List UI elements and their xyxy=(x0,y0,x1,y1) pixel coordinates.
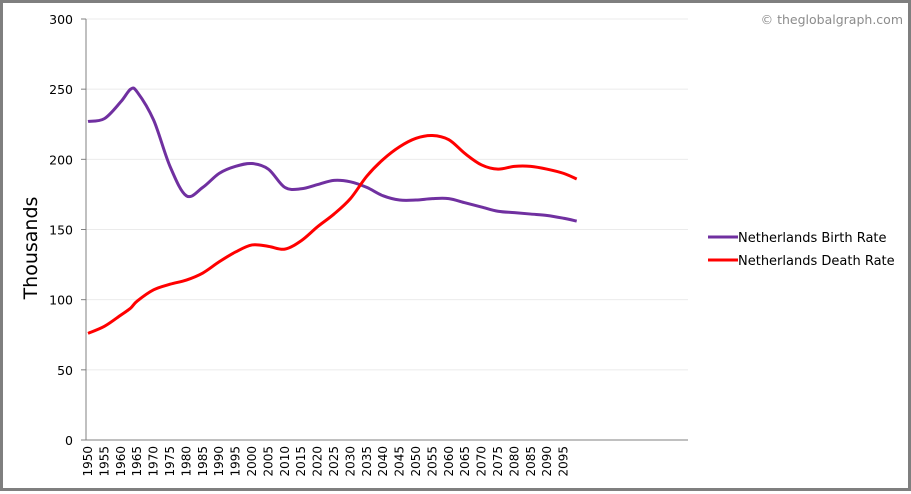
y-axis-label: Thousands xyxy=(20,197,42,301)
x-tick-label: 2045 xyxy=(393,446,407,477)
x-tick-label: 2055 xyxy=(425,446,439,477)
x-tick-label: 2095 xyxy=(557,446,571,477)
y-tick-label: 0 xyxy=(65,433,73,448)
x-tick-label: 1975 xyxy=(163,446,177,477)
x-axis-ticks: 1950 1955 1960 1965 1970 1975 1980 1985 1990 1995… xyxy=(81,446,571,477)
x-tick-label: 2040 xyxy=(376,446,390,477)
y-tick-label: 300 xyxy=(49,12,73,27)
x-tick-label: 1980 xyxy=(179,446,193,477)
series-line-0 xyxy=(87,86,578,223)
legend-label: Netherlands Death Rate xyxy=(738,254,895,269)
x-tick-label: 1985 xyxy=(196,446,210,477)
y-tick-label: 50 xyxy=(57,363,73,378)
y-tick-label: 150 xyxy=(49,223,73,238)
y-axis-ticks: 0 50 100 150 200 250 300 xyxy=(49,12,86,448)
legend: Netherlands Birth Rate Netherlands Death … xyxy=(708,231,895,269)
x-tick-label: 1990 xyxy=(212,446,226,477)
x-tick-label: 1995 xyxy=(229,446,243,477)
series-line-1 xyxy=(87,133,578,335)
x-tick-label: 2005 xyxy=(261,446,275,477)
x-tick-label: 2015 xyxy=(294,446,308,477)
x-tick-label: 2080 xyxy=(507,446,521,477)
y-tick-label: 100 xyxy=(49,293,73,308)
x-tick-label: 2020 xyxy=(311,446,325,477)
x-tick-label: 2090 xyxy=(540,446,554,477)
x-tick-label: 2010 xyxy=(278,446,292,477)
y-tick-label: 200 xyxy=(49,152,73,167)
y-tick-label: 250 xyxy=(49,82,73,97)
x-tick-label: 1960 xyxy=(114,446,128,477)
gridlines xyxy=(86,18,688,371)
watermark: © theglobalgraph.com xyxy=(761,12,903,27)
x-tick-label: 2060 xyxy=(442,446,456,477)
x-tick-label: 1965 xyxy=(130,446,144,477)
x-tick-label: 2070 xyxy=(475,446,489,477)
x-tick-label: 2030 xyxy=(343,446,357,477)
x-tick-label: 1970 xyxy=(147,446,161,477)
x-tick-label: 1955 xyxy=(97,446,111,477)
x-tick-label: 1950 xyxy=(81,446,95,477)
x-tick-label: 2075 xyxy=(491,446,505,477)
x-tick-label: 2085 xyxy=(524,446,538,477)
legend-label: Netherlands Birth Rate xyxy=(738,231,887,246)
x-tick-label: 2050 xyxy=(409,446,423,477)
series-lines xyxy=(87,86,578,335)
x-tick-label: 2065 xyxy=(458,446,472,477)
x-tick-label: 2000 xyxy=(245,446,259,477)
x-tick-label: 2035 xyxy=(360,446,374,477)
x-tick-label: 2025 xyxy=(327,446,341,477)
